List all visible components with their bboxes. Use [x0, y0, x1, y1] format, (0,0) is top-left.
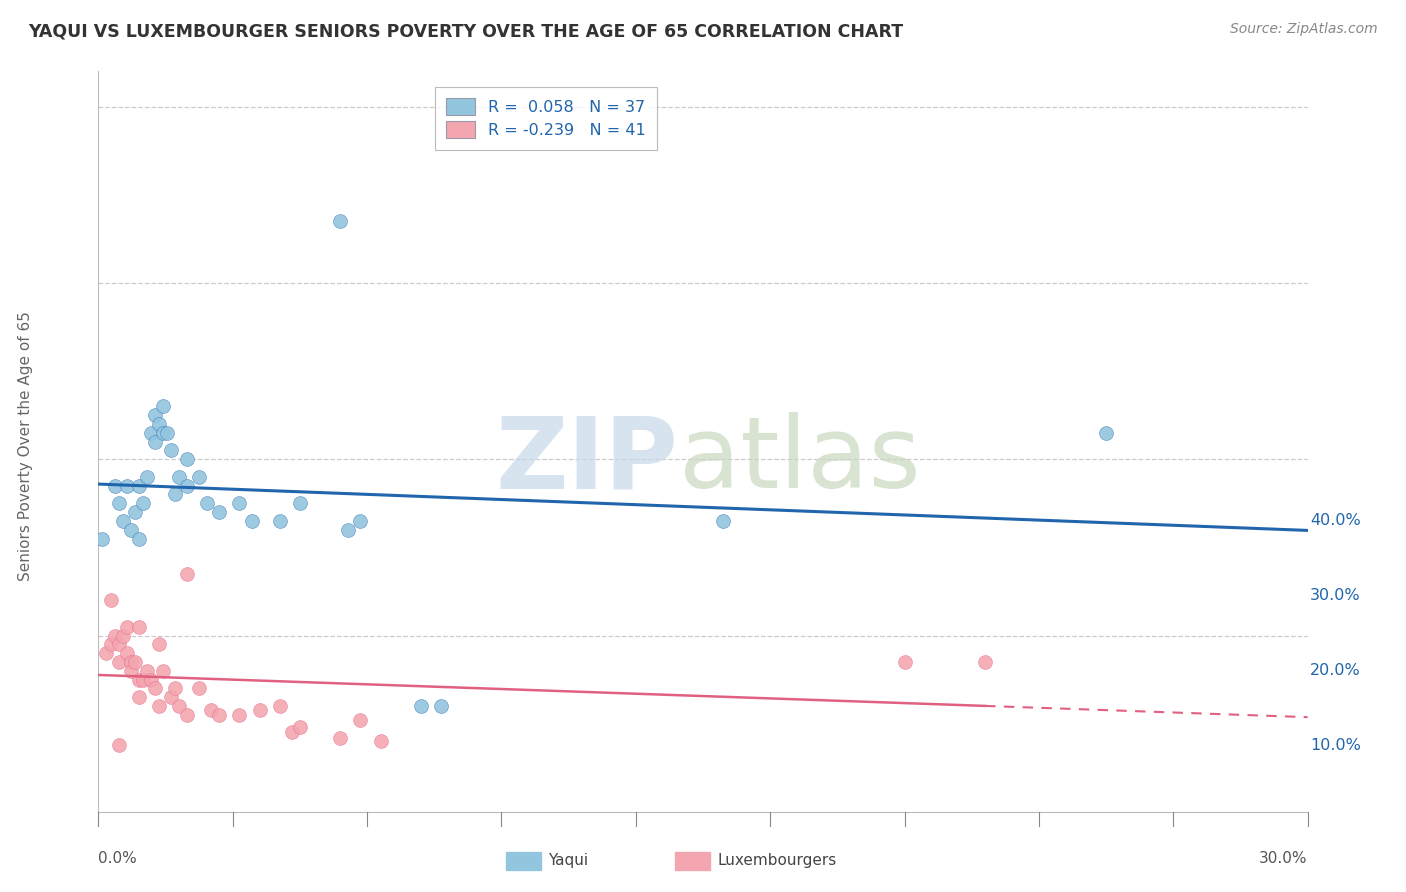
- Point: [349, 713, 371, 727]
- Point: [107, 738, 129, 752]
- Point: [128, 620, 150, 634]
- Point: [329, 214, 352, 228]
- Point: [124, 505, 146, 519]
- Point: [143, 408, 166, 422]
- Point: [128, 532, 150, 546]
- Point: [152, 664, 174, 678]
- Point: [111, 514, 134, 528]
- Point: [148, 637, 170, 651]
- Point: [228, 707, 250, 722]
- Point: [128, 478, 150, 492]
- Point: [163, 487, 186, 501]
- Point: [430, 699, 453, 714]
- Point: [148, 699, 170, 714]
- Point: [409, 699, 432, 714]
- Point: [115, 478, 138, 492]
- Point: [269, 699, 291, 714]
- Point: [195, 496, 218, 510]
- Point: [176, 707, 198, 722]
- Point: [1095, 425, 1118, 440]
- Point: [128, 690, 150, 705]
- Point: [91, 532, 114, 546]
- Point: [124, 655, 146, 669]
- Point: [132, 496, 155, 510]
- Point: [100, 637, 122, 651]
- Text: Luxembourgers: Luxembourgers: [717, 854, 837, 868]
- Text: YAQUI VS LUXEMBOURGER SENIORS POVERTY OVER THE AGE OF 65 CORRELATION CHART: YAQUI VS LUXEMBOURGER SENIORS POVERTY OV…: [28, 22, 903, 40]
- Point: [329, 731, 352, 745]
- Point: [135, 664, 157, 678]
- Point: [337, 523, 360, 537]
- Text: 30.0%: 30.0%: [1260, 851, 1308, 865]
- Text: Seniors Poverty Over the Age of 65: Seniors Poverty Over the Age of 65: [18, 311, 34, 581]
- Point: [160, 690, 183, 705]
- Point: [974, 655, 997, 669]
- Point: [107, 496, 129, 510]
- Text: 30.0%: 30.0%: [1310, 589, 1361, 603]
- Point: [103, 628, 125, 642]
- Text: 0.0%: 0.0%: [98, 851, 138, 865]
- Point: [176, 566, 198, 581]
- Point: [893, 655, 915, 669]
- Point: [240, 514, 263, 528]
- Point: [152, 400, 174, 414]
- Point: [103, 478, 125, 492]
- Point: [115, 646, 138, 660]
- Point: [188, 681, 211, 696]
- Point: [120, 664, 142, 678]
- Text: Source: ZipAtlas.com: Source: ZipAtlas.com: [1230, 22, 1378, 37]
- Point: [120, 655, 142, 669]
- Point: [208, 505, 231, 519]
- Point: [163, 681, 186, 696]
- Point: [139, 425, 162, 440]
- Text: 20.0%: 20.0%: [1310, 664, 1361, 678]
- Point: [167, 470, 190, 484]
- Point: [228, 496, 250, 510]
- Point: [349, 514, 371, 528]
- Text: 40.0%: 40.0%: [1310, 514, 1361, 528]
- Point: [167, 699, 190, 714]
- Point: [200, 702, 222, 716]
- Point: [208, 707, 231, 722]
- Point: [370, 734, 392, 748]
- Point: [188, 470, 211, 484]
- Point: [132, 673, 155, 687]
- Point: [176, 452, 198, 467]
- Point: [156, 425, 179, 440]
- Point: [143, 681, 166, 696]
- Point: [249, 702, 271, 716]
- Point: [152, 425, 174, 440]
- Point: [115, 620, 138, 634]
- Point: [176, 478, 198, 492]
- Point: [111, 628, 134, 642]
- Point: [281, 725, 304, 739]
- Point: [160, 443, 183, 458]
- Point: [107, 655, 129, 669]
- Text: Yaqui: Yaqui: [548, 854, 589, 868]
- Point: [288, 720, 311, 734]
- Text: ZIP: ZIP: [496, 412, 679, 509]
- Point: [143, 434, 166, 449]
- Point: [107, 637, 129, 651]
- Point: [711, 514, 734, 528]
- Point: [96, 646, 118, 660]
- Point: [139, 673, 162, 687]
- Point: [100, 593, 122, 607]
- Text: 10.0%: 10.0%: [1310, 739, 1361, 753]
- Text: atlas: atlas: [679, 412, 921, 509]
- Legend: R =  0.058   N = 37, R = -0.239   N = 41: R = 0.058 N = 37, R = -0.239 N = 41: [434, 87, 657, 150]
- Point: [120, 523, 142, 537]
- Point: [148, 417, 170, 431]
- Point: [269, 514, 291, 528]
- Point: [128, 673, 150, 687]
- Point: [135, 470, 157, 484]
- Point: [288, 496, 311, 510]
